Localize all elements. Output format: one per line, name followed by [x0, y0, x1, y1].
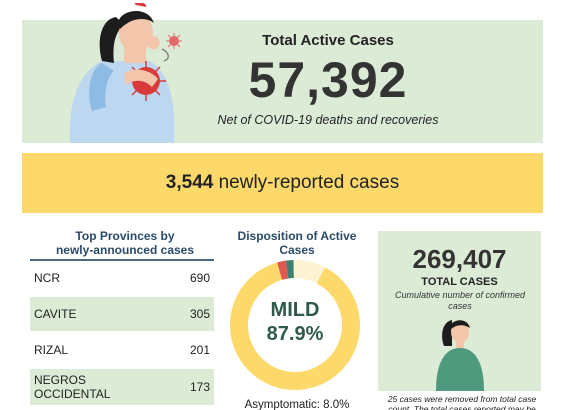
person-illustration [436, 320, 484, 391]
provinces-divider [30, 259, 214, 261]
donut-slice-asymptomatic [293, 260, 326, 284]
total-cases-subtitle: Cumulative number of confirmed cases [394, 290, 526, 311]
province-value: 201 [189, 343, 210, 357]
province-row-negros-occidental: NEGROS OCCIDENTAL 173 [30, 369, 214, 405]
province-value: 305 [189, 307, 210, 321]
active-cases-title: Total Active Cases [262, 32, 394, 49]
new-cases-number: 3,544 [165, 172, 214, 193]
donut-center-label: MILD 87.9% [228, 298, 362, 346]
province-name-line2: OCCIDENTAL [34, 387, 111, 401]
total-cases-footnote: 25 cases were removed from total case co… [387, 394, 537, 410]
province-name: NCR [34, 271, 60, 285]
total-cases-label: TOTAL CASES [421, 276, 498, 288]
donut-center-category: MILD [270, 299, 320, 321]
donut-center-value: 87.9% [266, 323, 324, 345]
province-name: NEGROS OCCIDENTAL [34, 373, 110, 401]
provinces-title: Top Provinces by newly-announced cases [30, 229, 220, 257]
active-cases-subtitle: Net of COVID-19 deaths and recoveries [217, 113, 439, 127]
province-value: 173 [189, 380, 210, 394]
provinces-title-line1: Top Provinces by [75, 229, 175, 243]
new-cases-banner: 3,544 newly-reported cases [22, 153, 543, 213]
disposition-donut-chart [230, 260, 360, 390]
province-row-cavite: CAVITE 305 [30, 297, 214, 331]
donut-slice-severe [277, 260, 289, 280]
total-cases-number: 269,407 [412, 244, 507, 274]
province-name: CAVITE [34, 307, 77, 321]
active-cases-number: 57,392 [248, 52, 408, 108]
donut-slice-critical [285, 260, 294, 279]
disposition-title: Disposition of Active Cases [237, 229, 357, 257]
province-row-rizal: RIZAL 201 [30, 333, 214, 367]
asymptomatic-label: Asymptomatic: 8.0% [244, 399, 350, 410]
coughing-woman-illustration [69, 3, 182, 143]
province-value: 690 [189, 271, 210, 285]
provinces-title-line2: newly-announced cases [55, 243, 195, 257]
province-row-ncr: NCR 690 [30, 261, 214, 295]
province-name: RIZAL [34, 343, 69, 357]
new-cases-text: newly-reported cases [218, 172, 400, 193]
province-name-line1: NEGROS [34, 373, 87, 387]
